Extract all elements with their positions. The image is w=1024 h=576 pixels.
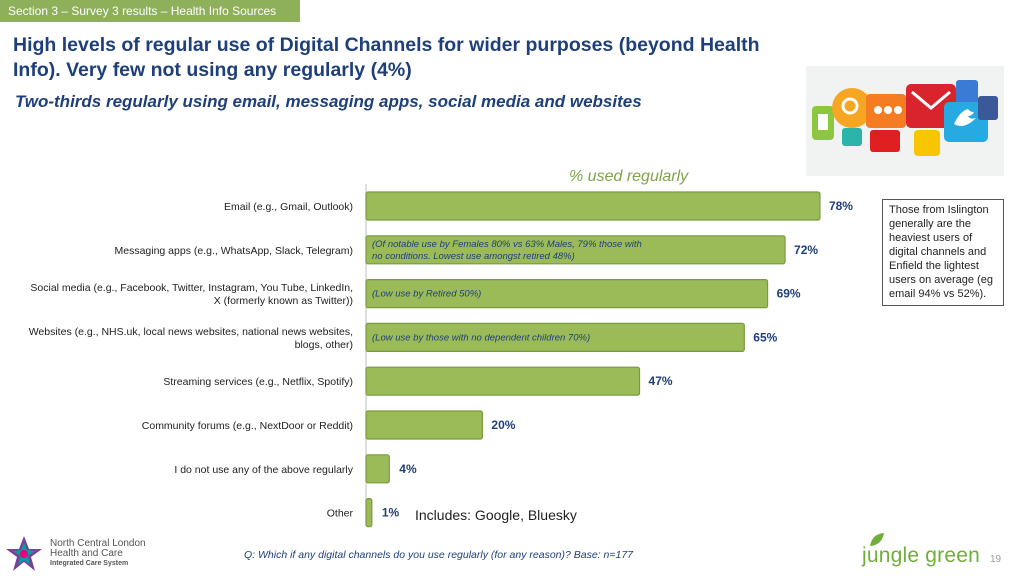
islington-note: Those from Islington generally are the h…: [882, 199, 1004, 306]
category-label: blogs, other): [295, 339, 353, 351]
category-label: Streaming services (e.g., Netflix, Spoti…: [163, 376, 353, 388]
bar: [365, 322, 745, 352]
star-logo-icon: [6, 536, 42, 571]
category-label: I do not use any of the above regularly: [174, 464, 353, 476]
value-label: 72%: [794, 243, 818, 257]
bar: [365, 235, 786, 265]
bar: [365, 498, 373, 528]
page-subtitle: Two-thirds regularly using email, messag…: [15, 92, 642, 111]
category-label: Messaging apps (e.g., WhatsApp, Slack, T…: [114, 245, 353, 257]
chart-axis-title: % used regularly: [569, 168, 689, 185]
bar: [365, 191, 821, 221]
brand-logo: jungle green: [862, 544, 980, 567]
page-title: High levels of regular use of Digital Ch…: [13, 34, 760, 81]
value-label: 20%: [491, 418, 515, 432]
value-label: 1%: [382, 506, 400, 520]
org-line-3: Integrated Care System: [50, 560, 129, 567]
category-label: Email (e.g., Gmail, Outlook): [224, 201, 353, 213]
bar: [365, 278, 769, 309]
category-label: X (formerly known as Twitter)): [214, 295, 353, 307]
bar-annotation: (Low use by those with no dependent chil…: [372, 332, 590, 343]
bar-chart: 78% Email (e.g., Gmail, Outlook) 72% Messag…: [29, 184, 853, 528]
bar: [365, 366, 641, 396]
bar-annotation: (Of notable use by Females 80% vs 63% Ma…: [372, 239, 642, 250]
category-label: Community forums (e.g., NextDoor or Redd…: [142, 420, 353, 432]
category-label: Other: [327, 508, 354, 520]
digital-channels-illustration: [806, 66, 1004, 176]
bar-annotation: (Low use by Retired 50%): [372, 289, 481, 300]
survey-question: Q: Which if any digital channels do you …: [244, 549, 634, 561]
section-tag: Section 3 – Survey 3 results – Health In…: [0, 0, 300, 22]
org-line-1: North Central London: [50, 538, 146, 549]
bar-annotation: no conditions. Lowest use amongst retire…: [372, 251, 575, 262]
org-line-2: Health and Care: [50, 548, 123, 559]
other-includes-note: Includes: Google, Bluesky: [415, 507, 577, 523]
category-label: Social media (e.g., Facebook, Twitter, I…: [30, 282, 353, 294]
value-label: 78%: [829, 199, 853, 213]
leaf-icon: [870, 533, 884, 546]
value-label: 47%: [649, 374, 673, 388]
value-label: 69%: [777, 287, 801, 301]
bar: [365, 410, 484, 440]
category-label: Websites (e.g., NHS.uk, local news websi…: [29, 326, 353, 338]
value-label: 65%: [753, 330, 777, 344]
page-number: 19: [990, 554, 1002, 565]
value-label: 4%: [399, 462, 417, 476]
bar: [365, 454, 390, 484]
